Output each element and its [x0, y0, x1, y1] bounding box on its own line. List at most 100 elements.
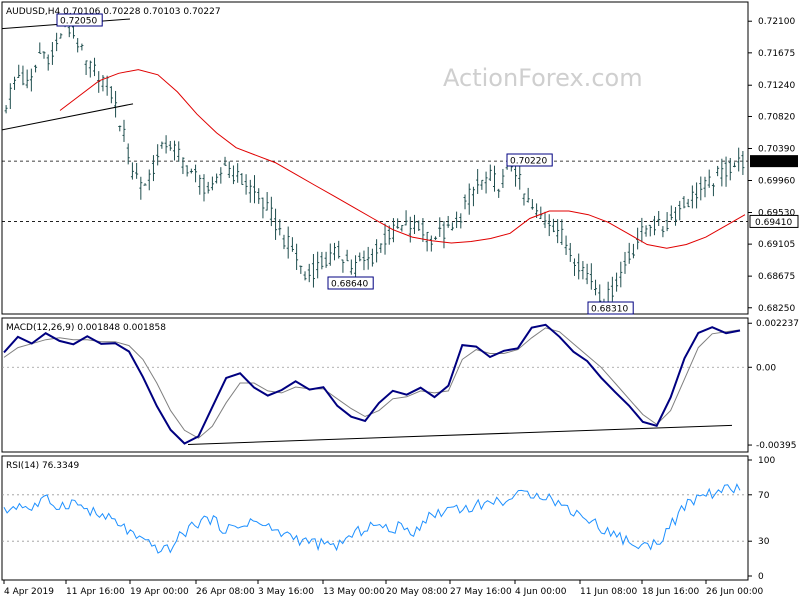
- ohlc-bar: [17, 64, 21, 78]
- ohlc-bar: [370, 248, 374, 267]
- ohlc-bar: [362, 250, 366, 271]
- ohlc-bar: [669, 205, 673, 221]
- price-panel: [1, 1, 749, 315]
- ohlc-bar: [341, 259, 345, 273]
- current-price-label: 0.70220: [755, 158, 792, 168]
- ohlc-bar: [594, 279, 598, 296]
- ohlc-bar: [442, 220, 446, 249]
- ohlc-bar: [450, 222, 454, 231]
- ohlc-bar: [244, 174, 248, 195]
- ohlc-bar: [76, 38, 80, 53]
- ohlc-bar: [737, 147, 741, 172]
- ohlc-bar: [480, 179, 484, 190]
- macd-y-label: 0.00: [756, 363, 776, 373]
- ohlc-bar: [707, 169, 711, 188]
- ohlc-bar: [34, 64, 38, 73]
- ohlc-bar: [661, 226, 665, 238]
- ohlc-bar: [434, 236, 438, 240]
- x-label: 11 Jun 08:00: [580, 587, 637, 597]
- ohlc-bar: [674, 207, 678, 226]
- ohlc-bar: [13, 76, 17, 90]
- macd-panel: [1, 317, 749, 453]
- ohlc-bar: [25, 69, 29, 89]
- ohlc-bar: [286, 226, 290, 259]
- ohlc-bar: [682, 196, 686, 209]
- ohlc-bar: [421, 218, 425, 242]
- price-y-label: 0.71240: [758, 81, 795, 91]
- ohlc-bar: [164, 135, 168, 154]
- ohlc-bar: [425, 231, 429, 252]
- ohlc-bar: [383, 223, 387, 255]
- ohlc-bar: [408, 216, 412, 243]
- x-label: 26 Apr 08:00: [196, 587, 255, 597]
- ohlc-bar: [126, 143, 130, 165]
- current-price-box: [750, 155, 798, 168]
- level-price-label: 0.69410: [755, 218, 792, 228]
- rsi-panel: [1, 455, 749, 581]
- ohlc-bar: [253, 175, 257, 204]
- ohlc-bar: [522, 193, 526, 206]
- annotation-mid-high-box: [506, 153, 553, 167]
- price-y-label: 0.68675: [758, 272, 795, 282]
- ohlc-bar: [316, 251, 320, 279]
- ohlc-bar: [686, 198, 690, 208]
- ohlc-bar: [720, 158, 724, 187]
- ohlc-bar: [67, 25, 71, 38]
- ohlc-bar: [396, 218, 400, 229]
- ohlc-bar: [732, 162, 736, 168]
- ohlc-bar: [257, 188, 261, 204]
- ohlc-bar: [156, 144, 160, 166]
- ohlc-bar: [695, 182, 699, 209]
- ohlc-bar: [623, 251, 627, 274]
- ohlc-bar: [699, 176, 703, 201]
- ohlc-bar: [38, 42, 42, 54]
- x-label: 19 Apr 00:00: [130, 587, 189, 597]
- ohlc-bar: [282, 234, 286, 250]
- ohlc-bar: [492, 165, 496, 192]
- price-y-label: 0.70820: [758, 112, 795, 122]
- annotation-low-1: 0.68640: [331, 280, 368, 290]
- ohlc-bar: [177, 141, 181, 162]
- ohlc-bar: [665, 212, 669, 232]
- price-y-label: 0.71675: [758, 49, 795, 59]
- ohlc-bar: [678, 200, 682, 221]
- ohlc-bar: [446, 215, 450, 228]
- ohlc-bar: [619, 261, 623, 288]
- ohlc-bar: [147, 169, 151, 191]
- x-label: 4 Jun 00:00: [515, 587, 567, 597]
- ohlc-bar: [50, 42, 54, 65]
- price-y-label: 0.72100: [758, 17, 795, 27]
- ohlc-bar: [181, 157, 185, 175]
- ohlc-bar: [349, 259, 353, 275]
- price-y-label: 0.69960: [758, 176, 795, 186]
- ohlc-bar: [21, 65, 25, 86]
- level-price-box: [749, 214, 799, 228]
- watermark: ActionForex.com: [443, 64, 643, 92]
- ohlc-bar: [295, 243, 299, 270]
- x-label: 11 Apr 16:00: [66, 587, 125, 597]
- moving-average-line: [59, 69, 746, 249]
- ohlc-bar: [387, 225, 391, 245]
- ohlc-bar: [585, 263, 589, 285]
- ohlc-bar: [328, 243, 332, 266]
- ohlc-bar: [564, 235, 568, 255]
- ohlc-bar: [711, 183, 715, 197]
- ohlc-bar: [429, 235, 433, 252]
- rsi-y-label: 100: [758, 456, 775, 466]
- ohlc-bar: [657, 210, 661, 226]
- ohlc-bar: [55, 32, 59, 52]
- ohlc-bar: [206, 181, 210, 194]
- ohlc-bar: [345, 249, 349, 262]
- ohlc-bar: [484, 171, 488, 194]
- ohlc-bar: [652, 215, 656, 236]
- ohlc-bar: [109, 86, 113, 104]
- annotation-low-2: 0.68310: [591, 305, 628, 315]
- ohlc-bar: [467, 183, 471, 215]
- ohlc-bar: [210, 176, 214, 191]
- ohlc-bar: [320, 251, 324, 270]
- ohlc-bar: [648, 224, 652, 237]
- price-layer: 0.72050 0.70220 0.68640 0.68310: [1, 13, 748, 315]
- ohlc-bar: [547, 214, 551, 237]
- ohlc-bar: [122, 119, 126, 142]
- ohlc-bar: [354, 255, 358, 280]
